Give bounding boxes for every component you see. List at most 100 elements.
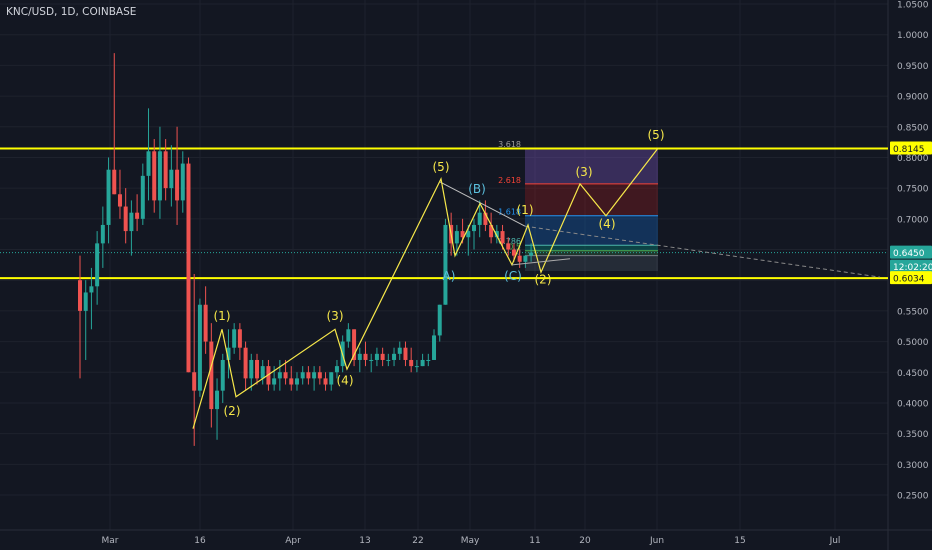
candle-body[interactable] xyxy=(140,175,145,219)
candle-body[interactable] xyxy=(477,212,482,225)
candle-body[interactable] xyxy=(272,378,277,385)
candle-body[interactable] xyxy=(460,231,465,238)
candle-body[interactable] xyxy=(511,249,516,256)
candle-body[interactable] xyxy=(243,347,248,379)
candle-body[interactable] xyxy=(374,353,379,360)
candle-body[interactable] xyxy=(334,366,339,373)
candle-body[interactable] xyxy=(306,372,311,379)
wave-path[interactable] xyxy=(192,147,659,429)
candle-body[interactable] xyxy=(197,304,202,391)
time-tick-label: Jun xyxy=(649,536,664,546)
price-tick-label: 0.8000 xyxy=(897,154,929,164)
time-tick-label: 20 xyxy=(579,536,591,546)
candle-body[interactable] xyxy=(506,243,511,250)
candle-body[interactable] xyxy=(157,151,162,201)
price-label-text: 0.6450 xyxy=(893,249,925,259)
candle-body[interactable] xyxy=(135,212,140,219)
fib-label: 2.618 xyxy=(498,176,521,185)
price-tick-label: 0.9500 xyxy=(897,62,929,72)
candle-body[interactable] xyxy=(409,359,414,367)
candle-body[interactable] xyxy=(106,169,111,225)
candle-body[interactable] xyxy=(489,224,494,238)
candle-body[interactable] xyxy=(83,292,88,311)
candle-body[interactable] xyxy=(443,224,448,305)
candle-body[interactable] xyxy=(215,390,220,410)
candle-body[interactable] xyxy=(500,231,505,244)
candle-body[interactable] xyxy=(517,255,522,262)
candle-body[interactable] xyxy=(152,151,157,201)
elliott-wave[interactable]: (1) (2) (3) (4) (5) (B) A) (C) (1) (2) (3) (4) (5) xyxy=(192,128,665,429)
candle-body[interactable] xyxy=(180,163,185,201)
candle-body[interactable] xyxy=(437,304,442,336)
candle-body[interactable] xyxy=(186,163,191,373)
candle-body[interactable] xyxy=(294,378,299,385)
candle-body[interactable] xyxy=(380,353,385,360)
candles[interactable] xyxy=(78,53,534,446)
candle-body[interactable] xyxy=(369,359,374,361)
candle-body[interactable] xyxy=(123,206,128,232)
candle-body[interactable] xyxy=(329,372,334,385)
candle-body[interactable] xyxy=(175,169,180,201)
candle-body[interactable] xyxy=(89,286,94,293)
candle-body[interactable] xyxy=(146,151,151,176)
candle-body[interactable] xyxy=(226,347,231,360)
candle-body[interactable] xyxy=(312,372,317,379)
candle-body[interactable] xyxy=(129,212,134,232)
candle-body[interactable] xyxy=(209,341,214,410)
price-label-timer[interactable] xyxy=(890,259,932,273)
time-tick-label: Jul xyxy=(829,536,841,546)
candle-body[interactable] xyxy=(112,169,117,195)
candle-body[interactable] xyxy=(357,353,362,360)
candle-body[interactable] xyxy=(466,231,471,238)
price-label-text: 0.6034 xyxy=(893,275,925,285)
candle-body[interactable] xyxy=(386,359,391,361)
trendline[interactable] xyxy=(439,181,526,227)
candle-body[interactable] xyxy=(260,366,265,379)
candle-body[interactable] xyxy=(403,347,408,360)
price-labels[interactable]: 0.8145 0.6450 12:02:20 0.6034 xyxy=(890,141,932,285)
candle-body[interactable] xyxy=(454,231,459,244)
candle-body[interactable] xyxy=(363,353,368,360)
candle-body[interactable] xyxy=(220,359,225,391)
candle-body[interactable] xyxy=(420,359,425,367)
candle-body[interactable] xyxy=(169,169,174,189)
candle-body[interactable] xyxy=(289,378,294,385)
candle-body[interactable] xyxy=(471,224,476,232)
candle-body[interactable] xyxy=(95,243,100,287)
candle-body[interactable] xyxy=(414,366,419,368)
candle-body[interactable] xyxy=(523,255,528,262)
candle-body[interactable] xyxy=(232,329,237,348)
candle-body[interactable] xyxy=(78,280,82,311)
candle-body[interactable] xyxy=(432,335,437,360)
candle-body[interactable] xyxy=(397,347,402,354)
candle-body[interactable] xyxy=(494,231,499,238)
candle-body[interactable] xyxy=(346,329,351,342)
price-label-sup[interactable] xyxy=(890,271,932,285)
candle-body[interactable] xyxy=(237,329,242,348)
fib-zone xyxy=(525,250,658,256)
candle-body[interactable] xyxy=(255,359,260,379)
time-axis[interactable]: Mar 16 Apr 13 22 May 11 20 Jun 15 Jul xyxy=(102,536,841,546)
candle-body[interactable] xyxy=(483,212,488,225)
wave-label: (1) xyxy=(517,203,534,217)
candle-body[interactable] xyxy=(249,359,254,379)
candle-body[interactable] xyxy=(203,304,208,342)
candle-body[interactable] xyxy=(426,359,431,361)
candle-body[interactable] xyxy=(392,353,397,360)
price-label-last[interactable] xyxy=(890,245,932,259)
candle-body[interactable] xyxy=(317,372,322,379)
candle-body[interactable] xyxy=(323,378,328,385)
price-label-res[interactable] xyxy=(890,141,932,155)
candle-body[interactable] xyxy=(283,372,288,379)
candle-body[interactable] xyxy=(352,329,357,360)
candle-body[interactable] xyxy=(300,372,305,379)
time-tick-label: Apr xyxy=(285,536,301,546)
candle-body[interactable] xyxy=(100,224,105,244)
candle-body[interactable] xyxy=(163,151,168,189)
candle-body[interactable] xyxy=(117,194,122,207)
candle-body[interactable] xyxy=(192,372,197,391)
candle-body[interactable] xyxy=(277,372,282,379)
candle-body[interactable] xyxy=(529,252,534,256)
